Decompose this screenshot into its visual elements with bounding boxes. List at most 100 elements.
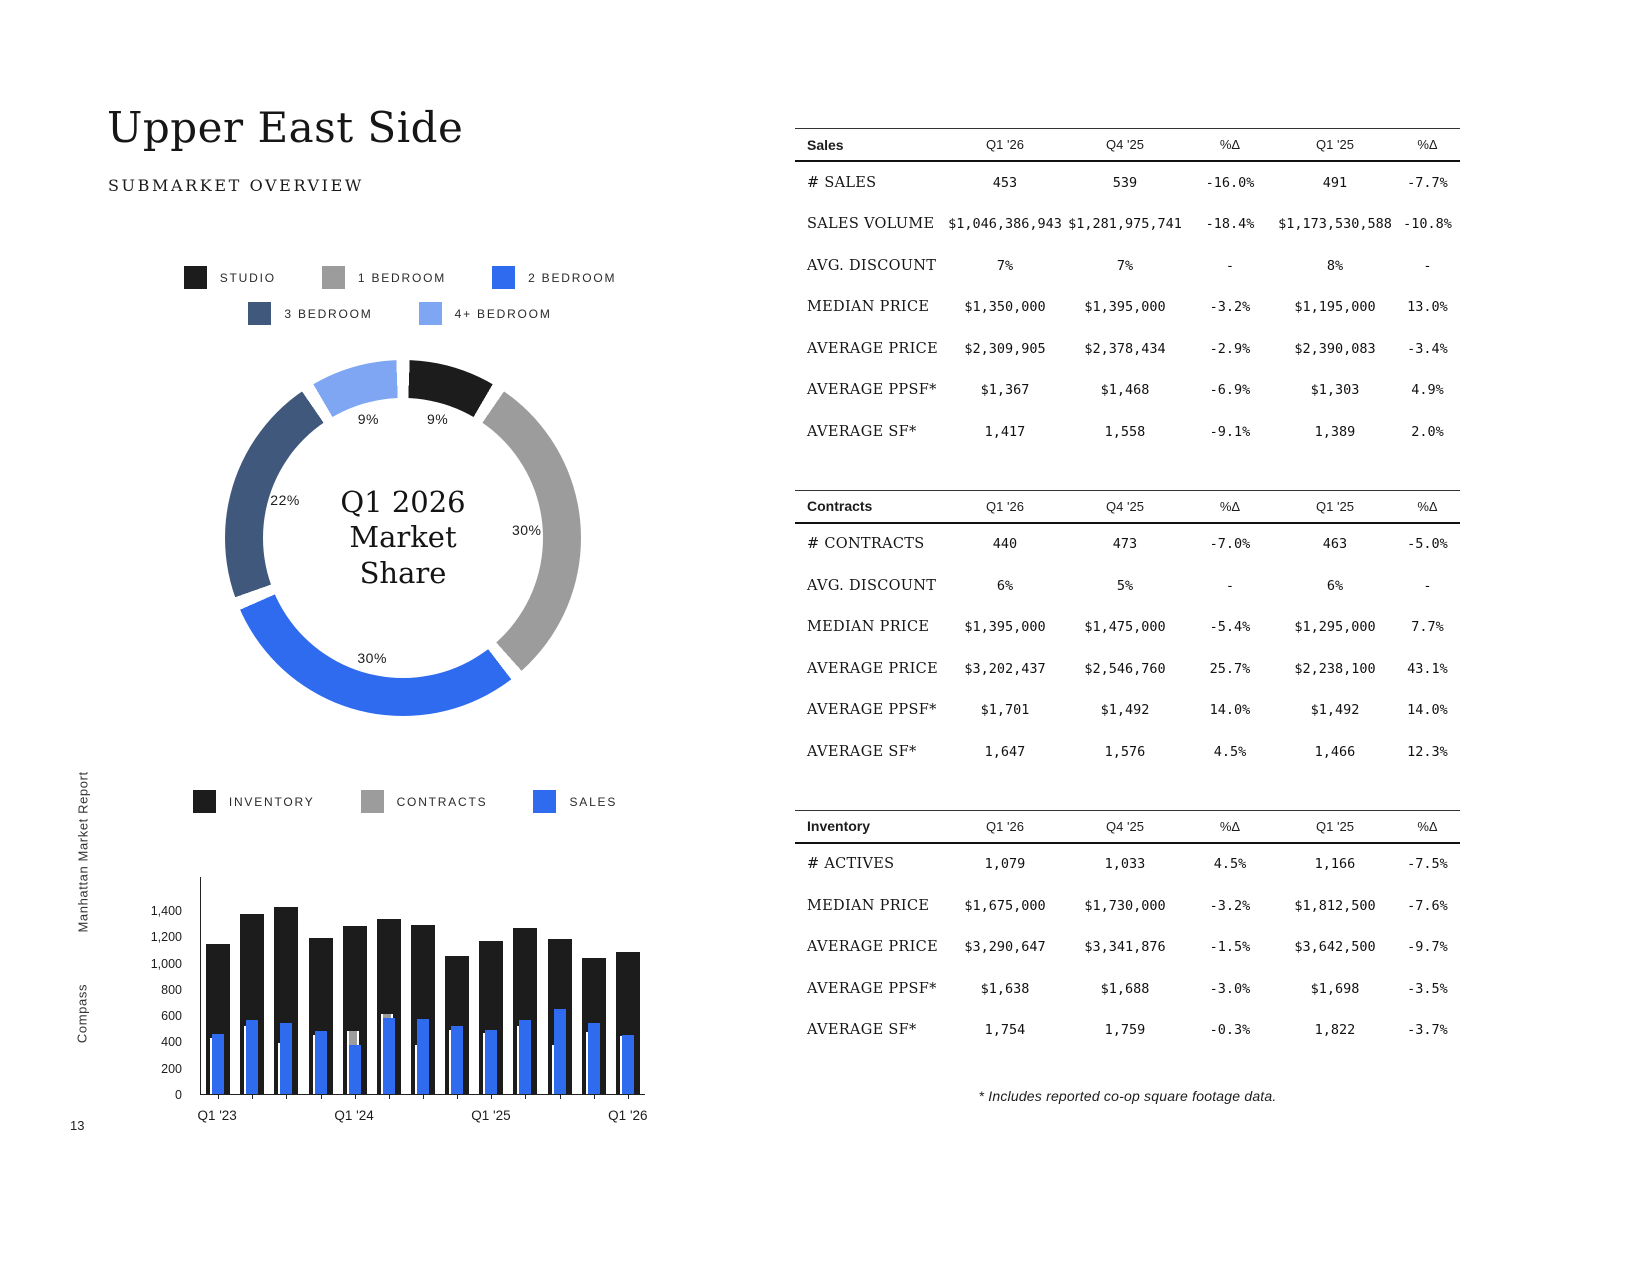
row-label: AVG. DISCOUNT [807,577,937,594]
cell-value: 7% [1116,257,1134,274]
cell-value: $1,295,000 [1294,619,1376,636]
y-axis-label: 1,000 [150,956,182,971]
sales-bar [519,1019,532,1094]
cell-value: -9.7% [1407,939,1448,956]
cell-value: -3.5% [1407,980,1448,997]
column-header: Q1 '25 [1316,137,1354,152]
x-axis-tick [320,1094,322,1099]
x-axis-tick [218,1094,220,1099]
footnote: * Includes reported co-op square footage… [978,1088,1277,1104]
cell-value: -10.8% [1403,216,1452,233]
cell-value: 1,647 [984,743,1026,760]
inventory-table: Inventory Q1 '26 Q4 '25 %Δ Q1 '25 %Δ # ACTIVES… [795,809,1460,1052]
cell-value: - [1225,257,1235,274]
column-header: Q4 '25 [1106,498,1144,514]
table-row: MEDIAN PRICE $1,395,000 $1,475,000 -5.4% $1,… [795,607,1460,649]
legend-row: 3 BEDROOM 4+ BEDROOM [248,302,551,325]
cell-value: 440 [992,536,1018,553]
bar-group [406,877,440,1099]
legend-item-label: 3 BEDROOM [284,306,373,321]
cell-value: 7.7% [1411,619,1444,636]
sales-bar [587,1023,600,1094]
legend-item-label: 2 BEDROOM [528,270,617,285]
row-label: # ACTIVES [807,856,895,873]
row-label: # CONTRACTS [807,536,925,553]
row-label: AVERAGE PPSF* [807,382,937,399]
contracts-swatch [360,790,384,813]
cell-value: -18.4% [1205,216,1255,233]
sales-bar [246,1020,259,1094]
cell-value: -3.2% [1209,299,1251,316]
sales-bar [451,1025,464,1094]
bar-x-axis: Q1 '23 Q1 '24 Q1 '25 Q1 '26 [197,1108,648,1128]
cell-value: $1,395,000 [1084,299,1166,316]
row-label: MEDIAN PRICE [807,299,930,316]
table-row: MEDIAN PRICE $1,675,000 $1,730,000 -3.2% $1,… [795,885,1460,927]
cell-value: $1,475,000 [1084,619,1166,636]
cell-value: - [1423,257,1432,274]
cell-value: $1,350,000 [964,299,1046,316]
table-row: AVERAGE PRICE $3,202,437 $2,546,760 25.7% $2… [795,648,1460,690]
donut-percent-label: 30% [357,650,387,667]
cell-value: 7% [996,257,1014,274]
cell-value: $3,642,500 [1294,939,1376,956]
sales-swatch [533,790,557,813]
row-label: MEDIAN PRICE [807,897,930,914]
table-header-row: Inventory Q1 '26 Q4 '25 %Δ Q1 '25 %Δ [795,809,1460,844]
bar-group [269,877,303,1099]
cell-value: -6.9% [1209,382,1251,399]
bar-group [611,877,645,1099]
cell-value: 4.5% [1213,856,1247,873]
x-axis-label: Q1 '25 [471,1108,511,1123]
cell-value: 4.5% [1213,743,1247,760]
cell-value: 1,033 [1104,856,1146,873]
page-number: 13 [70,1118,85,1133]
studio-swatch [183,266,207,289]
bar-group [474,877,508,1099]
table-row: # CONTRACTS 440 473 -7.0% 463 -5.0% [795,524,1460,566]
cell-value: $1,675,000 [964,897,1046,914]
3-bedroom-swatch [248,302,272,325]
row-label: # SALES [807,174,877,191]
cell-value: 539 [1112,174,1138,191]
cell-value: -5.0% [1407,536,1448,553]
bar-group [303,877,337,1099]
brand-vertical-text: Compass [74,983,90,1044]
table-row: AVERAGE SF* 1,417 1,558 -9.1% 1,389 2.0% [795,411,1460,453]
cell-value: 1,759 [1104,1022,1146,1039]
legend-item: INVENTORY [192,790,315,813]
cell-value: -1.5% [1209,939,1251,956]
cell-value: $1,173,530,588 [1278,216,1392,233]
x-axis-label: Q1 '24 [334,1108,374,1123]
cell-value: 6% [1326,577,1344,594]
report-name-vertical-text: Manhattan Market Report [75,771,91,933]
legend-item-label: CONTRACTS [396,794,488,809]
page-subtitle: SUBMARKET OVERVIEW [108,176,364,195]
sales-bar [417,1019,430,1094]
table-row: AVG. DISCOUNT 7% 7% - 8% - [795,245,1460,287]
row-label: SALES VOLUME [807,216,935,233]
row-label: AVERAGE PPSF* [807,980,937,997]
legend-item: 2 BEDROOM [492,266,616,289]
x-axis-tick [388,1094,390,1099]
x-axis-tick [423,1094,425,1099]
x-axis-tick [593,1094,595,1099]
y-axis-label: 400 [161,1035,182,1050]
cell-value: -7.0% [1209,536,1251,553]
legend-item: 4+ BEDROOM [418,302,552,325]
cell-value: 14.0% [1407,702,1448,719]
table-row: AVERAGE SF* 1,754 1,759 -0.3% 1,822 -3.7% [795,1010,1460,1052]
column-header: %Δ [1219,498,1241,514]
cell-value: 1,466 [1314,743,1356,760]
cell-value: $1,468 [1100,382,1150,399]
table-title: Inventory [807,818,871,834]
cell-value: $3,341,876 [1084,939,1166,956]
x-axis-label: Q1 '26 [608,1108,648,1123]
row-label: AVERAGE SF* [807,1022,917,1039]
cell-value: $2,546,760 [1084,660,1166,677]
bar-y-axis: 0 200 400 600 800 1,000 1,200 1,400 [130,877,192,1102]
tables-host: Sales Q1 '26 Q4 '25 %Δ Q1 '25 %Δ # SALES 453 539… [795,128,1460,1051]
cell-value: $1,367 [980,382,1030,399]
table-row: SALES VOLUME $1,046,386,943 $1,281,975,741… [795,204,1460,246]
y-axis-label: 600 [161,1009,182,1024]
